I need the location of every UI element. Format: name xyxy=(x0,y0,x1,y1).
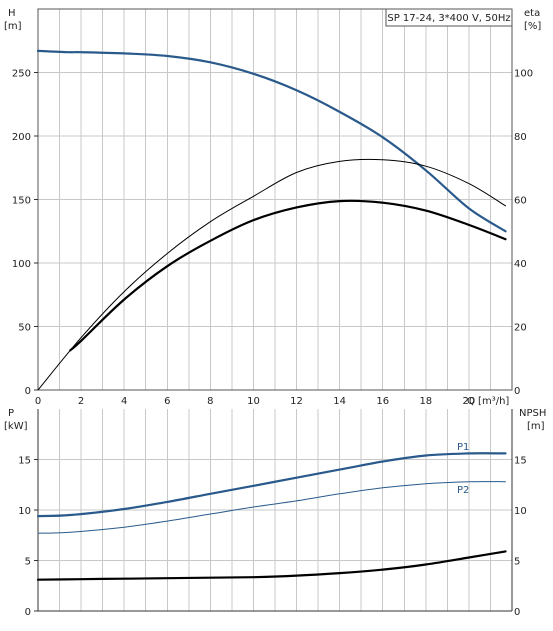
top-series-1-line xyxy=(37,158,506,391)
bottom-panel: 0 5 10 15 0 5 10 15 P [kW] NPSH [m] P1 P2 xyxy=(4,408,546,618)
series-label-p2: P2 xyxy=(457,485,469,496)
top-series-0-line xyxy=(36,49,507,233)
x-tick-label: 6 xyxy=(164,396,170,407)
bottom-series-2-line xyxy=(36,550,507,581)
top-right-tick-label: 20 xyxy=(514,323,527,334)
top-series-2-line xyxy=(69,199,507,352)
top-right-tick-label: 80 xyxy=(514,132,527,143)
bottom-grid xyxy=(38,409,512,611)
x-tick-label: 12 xyxy=(290,396,303,407)
bottom-left-tick-label: 0 xyxy=(25,607,31,618)
top-panel: 0 50 100 150 200 250 0 20 40 60 80 100 0 2 4 6 8 10 12 14 16… xyxy=(4,8,541,407)
x-tick-label: 14 xyxy=(333,396,346,407)
top-right-tick-label: 100 xyxy=(514,69,533,80)
top-left-axis-label-1: H xyxy=(8,8,16,19)
top-left-tick-label: 50 xyxy=(18,323,31,334)
top-right-tick-label: 0 xyxy=(514,386,520,397)
x-tick-label: 16 xyxy=(376,396,389,407)
series-label-p1: P1 xyxy=(457,442,469,453)
chart-title: SP 17-24, 3*400 V, 50Hz xyxy=(387,13,510,24)
x-tick-label: 10 xyxy=(247,396,260,407)
top-left-tick-label: 200 xyxy=(12,132,31,143)
top-grid xyxy=(38,8,512,390)
top-left-tick-label: 100 xyxy=(12,259,31,270)
top-tick-labels: 0 50 100 150 200 250 0 20 40 60 80 100 0 2 4 6 8 10 12 14 16… xyxy=(12,69,533,408)
top-left-tick-label: 250 xyxy=(12,69,31,80)
bottom-right-tick-label: 0 xyxy=(514,607,520,618)
top-right-axis-label-1: eta xyxy=(524,8,540,19)
x-tick-label: 20 xyxy=(463,396,476,407)
top-left-axis-label-2: [m] xyxy=(4,21,22,32)
bottom-right-tick-label: 5 xyxy=(514,557,520,568)
bottom-right-tick-label: 10 xyxy=(514,506,527,517)
x-axis-label: Q [m³/h] xyxy=(467,396,509,407)
bottom-series-1-line xyxy=(37,481,506,534)
bottom-left-axis-label-2: [kW] xyxy=(4,421,28,432)
bottom-right-tick-label: 15 xyxy=(514,456,527,467)
top-curves xyxy=(36,49,507,391)
bottom-left-tick-label: 5 xyxy=(25,557,31,568)
bottom-left-tick-label: 15 xyxy=(18,456,31,467)
x-tick-label: 8 xyxy=(207,396,213,407)
bottom-left-axis-label-1: P xyxy=(8,408,14,419)
top-left-tick-label: 150 xyxy=(12,196,31,207)
x-tick-label: 2 xyxy=(78,396,84,407)
title-box: SP 17-24, 3*400 V, 50Hz xyxy=(385,8,513,27)
x-tick-label: 18 xyxy=(419,396,432,407)
top-right-tick-label: 40 xyxy=(514,259,527,270)
bottom-right-axis-label-1: NPSH xyxy=(519,408,546,419)
x-tick-label: 4 xyxy=(121,396,127,407)
bottom-curves xyxy=(36,452,507,581)
bottom-right-axis-label-2: [m] xyxy=(527,421,545,432)
title-box-frame xyxy=(385,8,513,27)
top-left-tick-label: 0 xyxy=(25,386,31,397)
top-right-tick-label: 60 xyxy=(514,196,527,207)
bottom-tick-labels: 0 5 10 15 0 5 10 15 xyxy=(18,456,526,619)
x-tick-label: 0 xyxy=(35,396,41,407)
bottom-left-tick-label: 10 xyxy=(18,506,31,517)
top-right-axis-label-2: [%] xyxy=(524,21,541,32)
bottom-series-0-line xyxy=(36,452,507,518)
